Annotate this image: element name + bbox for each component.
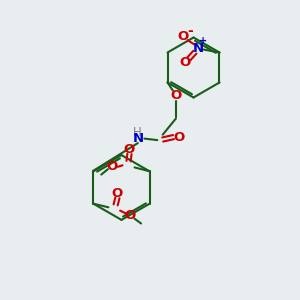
Text: O: O — [107, 160, 118, 173]
Text: O: O — [173, 130, 184, 144]
Text: O: O — [170, 88, 182, 102]
Text: +: + — [199, 36, 207, 46]
Text: -: - — [187, 24, 193, 38]
Text: O: O — [112, 187, 123, 200]
Text: O: O — [124, 143, 135, 156]
Text: O: O — [180, 56, 191, 70]
Text: H: H — [133, 125, 142, 139]
Text: N: N — [132, 132, 143, 145]
Text: O: O — [124, 209, 136, 222]
Text: O: O — [178, 30, 189, 43]
Text: N: N — [192, 41, 203, 55]
